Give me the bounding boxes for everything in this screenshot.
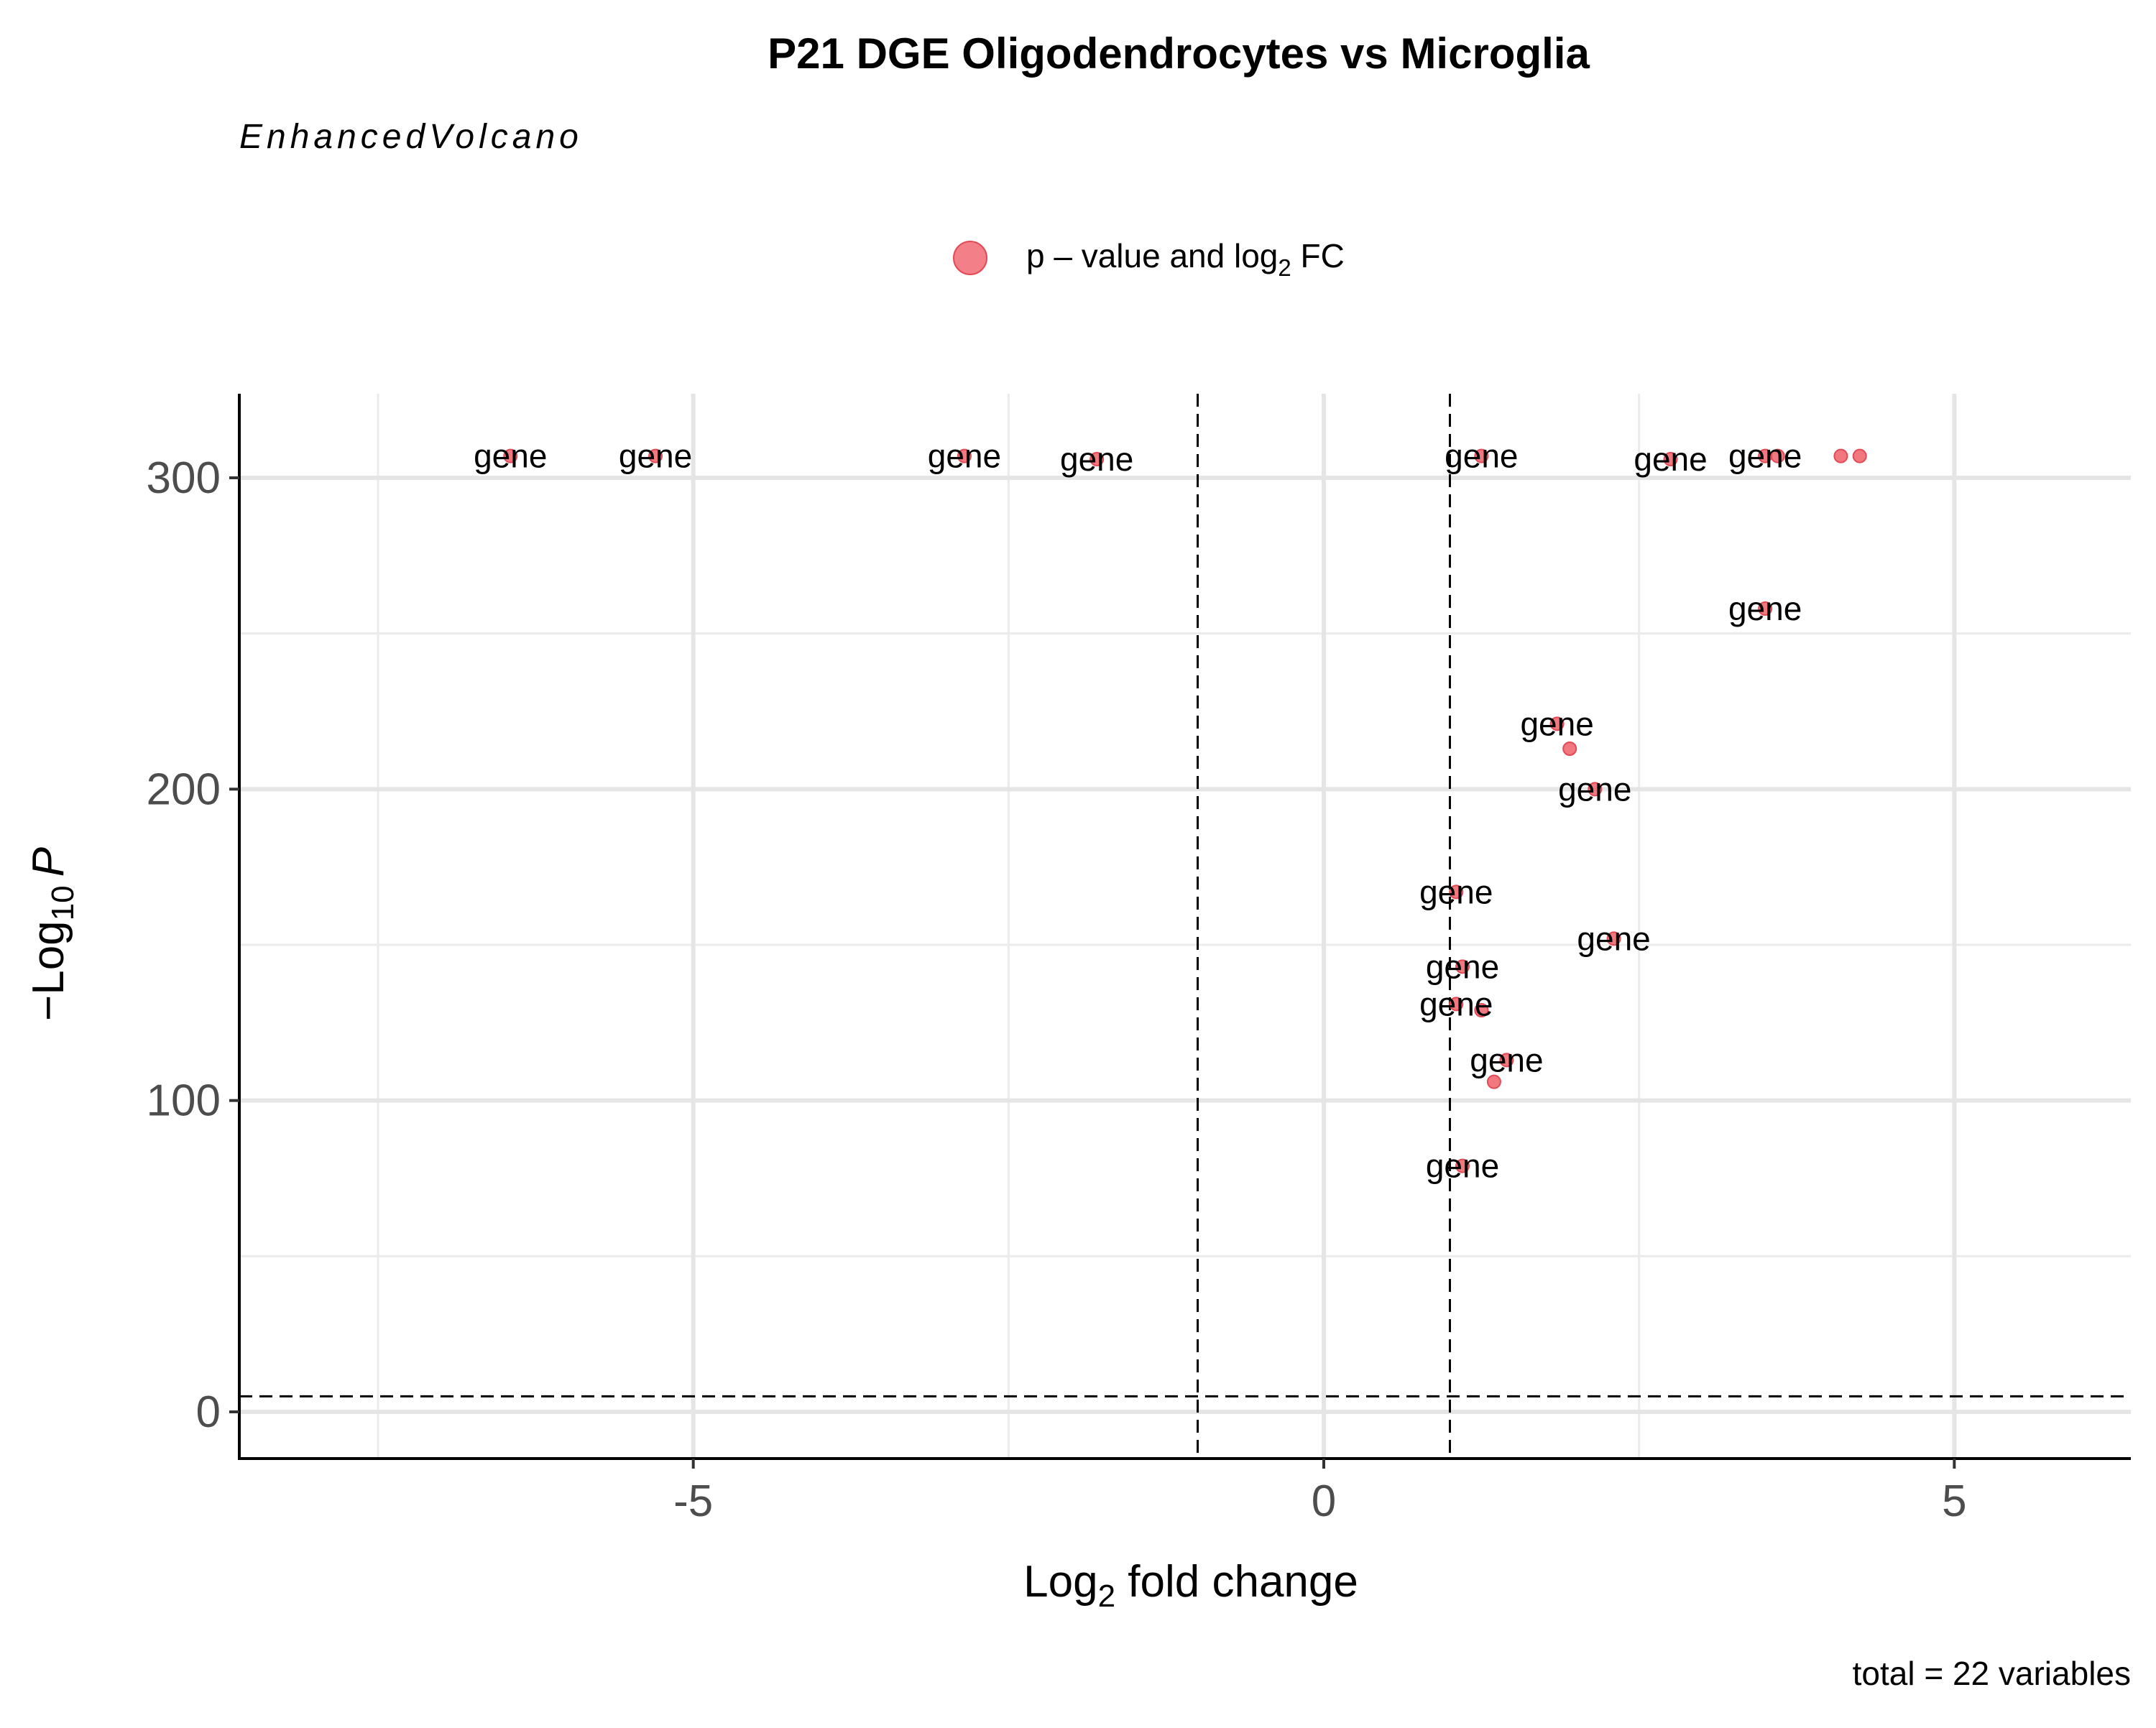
data-point xyxy=(1833,448,1848,463)
x-tick-label: -5 xyxy=(673,1477,713,1526)
data-point xyxy=(1455,959,1470,974)
point-label: gene xyxy=(1419,985,1493,1022)
y-axis-title-italic: P xyxy=(24,847,73,877)
data-point xyxy=(1499,1053,1514,1068)
data-point xyxy=(1089,452,1105,466)
point-label: gene xyxy=(1520,705,1593,742)
point-label: gene xyxy=(474,438,547,475)
y-axis-title-main: −Log xyxy=(24,920,73,1021)
y-tick-label: 200 xyxy=(147,764,221,814)
data-point xyxy=(957,448,972,463)
data-point xyxy=(1474,1003,1489,1017)
data-point xyxy=(503,448,518,463)
data-point xyxy=(1663,452,1678,466)
point-label: gene xyxy=(1426,948,1499,985)
point-label: gene xyxy=(1728,590,1802,627)
data-point xyxy=(1606,931,1621,946)
x-axis-title: Log2 fold change xyxy=(1023,1557,1358,1614)
legend-label: p – value and log2 FC xyxy=(1026,237,1345,281)
point-label: gene xyxy=(928,438,1001,475)
data-point xyxy=(1455,1158,1470,1173)
y-axis-title-subscript: 10 xyxy=(45,885,80,920)
caption: total = 22 variables xyxy=(1853,1655,2131,1692)
x-tick-label: 5 xyxy=(1942,1477,1966,1526)
y-tick-label: 100 xyxy=(147,1076,221,1126)
point-label: gene xyxy=(1419,873,1493,910)
point-labels: gene gene gene gene gene gene genegenegenegene… xyxy=(474,438,1802,1185)
point-label: gene xyxy=(1426,1147,1499,1185)
data-point xyxy=(1474,448,1489,463)
chart-subtitle: EnhancedVolcano xyxy=(239,118,583,156)
legend-label-subscript: 2 xyxy=(1278,254,1291,281)
chart-title: P21 DGE Oligodendrocytes vs Microglia xyxy=(768,29,1590,78)
data-point xyxy=(1549,716,1565,731)
data-point xyxy=(1758,601,1773,616)
point-label: gene xyxy=(1634,440,1707,478)
point-label: gene xyxy=(1445,438,1518,475)
legend-label-main: p – value and log xyxy=(1026,237,1278,274)
point-label: gene xyxy=(1728,438,1802,475)
x-tick-label: 0 xyxy=(1312,1477,1336,1526)
legend-key-marker xyxy=(953,241,987,275)
data-point xyxy=(1562,741,1577,756)
point-label: gene xyxy=(1577,920,1650,957)
data-point xyxy=(1588,782,1603,797)
y-tick-label: 300 xyxy=(147,453,221,503)
data-point xyxy=(1770,448,1785,463)
legend-label-end: FC xyxy=(1291,237,1345,274)
point-label: gene xyxy=(1558,770,1631,808)
point-label: gene xyxy=(1060,440,1133,478)
x-axis-title-end: fold change xyxy=(1115,1557,1358,1607)
gridlines xyxy=(239,394,2131,1459)
x-axis-title-subscript: 2 xyxy=(1098,1579,1115,1614)
data-points xyxy=(503,448,1867,1173)
y-axis-title: −Log10 P xyxy=(24,847,80,1021)
y-tick-label: 0 xyxy=(196,1387,221,1437)
data-point xyxy=(1486,1074,1501,1089)
point-label: gene xyxy=(1470,1041,1543,1078)
data-point xyxy=(1852,448,1867,463)
data-point xyxy=(648,448,663,463)
data-point xyxy=(1449,997,1464,1012)
cutoff-lines xyxy=(239,394,2131,1459)
point-label: gene xyxy=(619,438,692,475)
legend: p – value and log2 FC xyxy=(953,237,1345,281)
data-point xyxy=(1449,884,1464,900)
x-axis-title-main: Log xyxy=(1023,1557,1097,1607)
